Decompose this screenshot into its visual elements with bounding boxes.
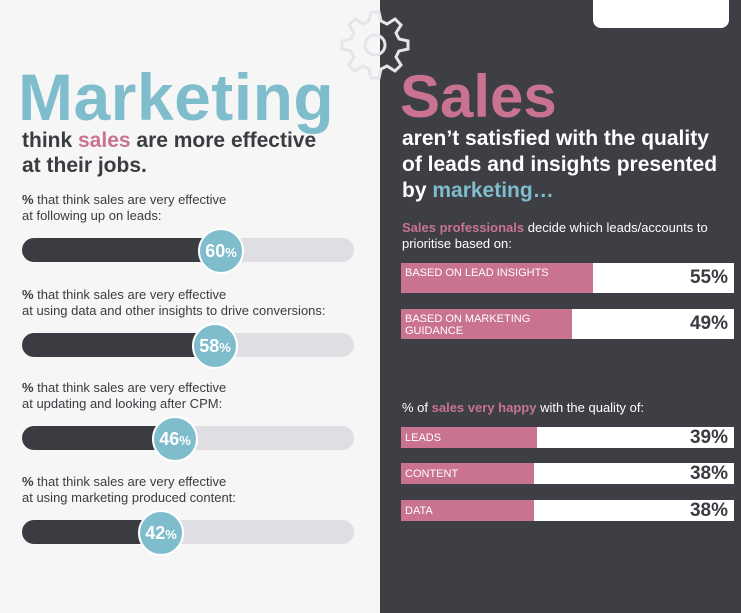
bar-value-label: 49% [689,313,728,334]
stat-value: 42 [145,523,166,543]
stat-label: % that think sales are very effective at … [22,474,362,506]
stat-unit: % [219,340,231,355]
stat-track: 58% [22,323,354,369]
bar-row: LEADS 39% [401,427,734,448]
bar [401,309,572,339]
intro-text: decide which leads/accounts to prioritis… [402,220,708,251]
happy-text: % of [402,400,432,415]
subtitle-text: are more effective at their jobs. [22,129,317,177]
subtitle-text: aren’t satisfied with the quality of lea… [402,127,718,202]
stat-value-bubble: 58% [192,323,238,369]
stat-fill [22,520,161,544]
stat-fill [22,426,175,450]
bar-value-label: 55% [689,267,728,288]
bar [401,463,534,484]
stat-value-bubble: 46% [152,416,198,462]
marketing-subtitle: think sales are more effective at their … [22,128,322,178]
subtitle-text: think [22,129,78,152]
stat-label-text: at updating and looking after CPM: [22,396,223,411]
subtitle-highlight: marketing… [432,179,554,202]
stat-value: 60 [205,241,226,261]
subtitle-highlight: sales [78,129,131,152]
bar-row: CONTENT 38% [401,463,734,484]
stat-track: 60% [22,228,354,274]
intro-highlight: Sales professionals [402,220,525,235]
stat-unit: % [165,527,177,542]
stat-label-prefix: % [22,380,34,395]
bar [401,263,593,293]
stat-label-prefix: % [22,192,34,207]
stat-label-text: that think sales are very effective [33,474,227,489]
gear-icon [340,10,410,80]
happy-text: with the quality of: [536,400,645,415]
bar-row: BASED ON MARKETING GUIDANCE 49% [401,309,734,339]
marketing-title: Marketing [18,60,335,134]
stat-label-text: that think sales are very effective [33,192,227,207]
stat-value: 58 [199,336,220,356]
happy-highlight: very happy [467,400,537,415]
bar-label: LEADS [405,432,442,444]
stat-label-prefix: % [22,474,34,489]
stat-value-bubble: 60% [198,228,244,274]
stat-label-text: at using marketing produced content: [22,490,236,505]
stat-track: 42% [22,510,354,556]
sales-title: Sales [400,63,557,130]
stat-label: % that think sales are very effective at … [22,192,362,224]
stat-item: % that think sales are very effective at … [22,287,362,369]
stat-track: 46% [22,416,354,462]
stat-value-bubble: 42% [138,510,184,556]
stat-value: 46 [159,429,180,449]
bar-label: DATA [405,505,433,517]
stat-label-text: that think sales are very effective [33,287,227,302]
bar-row: DATA 38% [401,500,734,521]
stat-fill [22,238,221,262]
stat-item: % that think sales are very effective at … [22,474,362,556]
sales-happy-intro: % of sales very happy with the quality o… [402,400,732,416]
bar-value-label: 39% [689,426,728,448]
happy-highlight: sales [431,400,465,415]
sales-subtitle: aren’t satisfied with the quality of lea… [402,126,732,204]
bar [401,427,537,448]
stat-label-text: that think sales are very effective [33,380,227,395]
stat-item: % that think sales are very effective at … [22,380,362,462]
top-card [591,0,731,30]
bar-label: BASED ON LEAD INSIGHTS [405,267,549,279]
stat-label-text: at using data and other insights to driv… [22,303,326,318]
bar-value-label: 38% [689,499,728,521]
stat-fill [22,333,215,357]
sales-intro: Sales professionals decide which leads/a… [402,220,722,252]
stat-label-prefix: % [22,287,34,302]
stat-unit: % [179,433,191,448]
bar [401,500,534,521]
bar-value-label: 38% [689,462,728,484]
bar-label: CONTENT [405,468,459,480]
stat-unit: % [225,245,237,260]
stat-label-text: at following up on leads: [22,208,162,223]
marketing-panel [0,0,380,613]
stat-item: % that think sales are very effective at … [22,192,362,274]
bar-label: BASED ON MARKETING GUIDANCE [405,313,531,337]
stat-label: % that think sales are very effective at … [22,287,362,319]
bar-row: BASED ON LEAD INSIGHTS 55% [401,263,734,293]
stat-label: % that think sales are very effective at … [22,380,362,412]
